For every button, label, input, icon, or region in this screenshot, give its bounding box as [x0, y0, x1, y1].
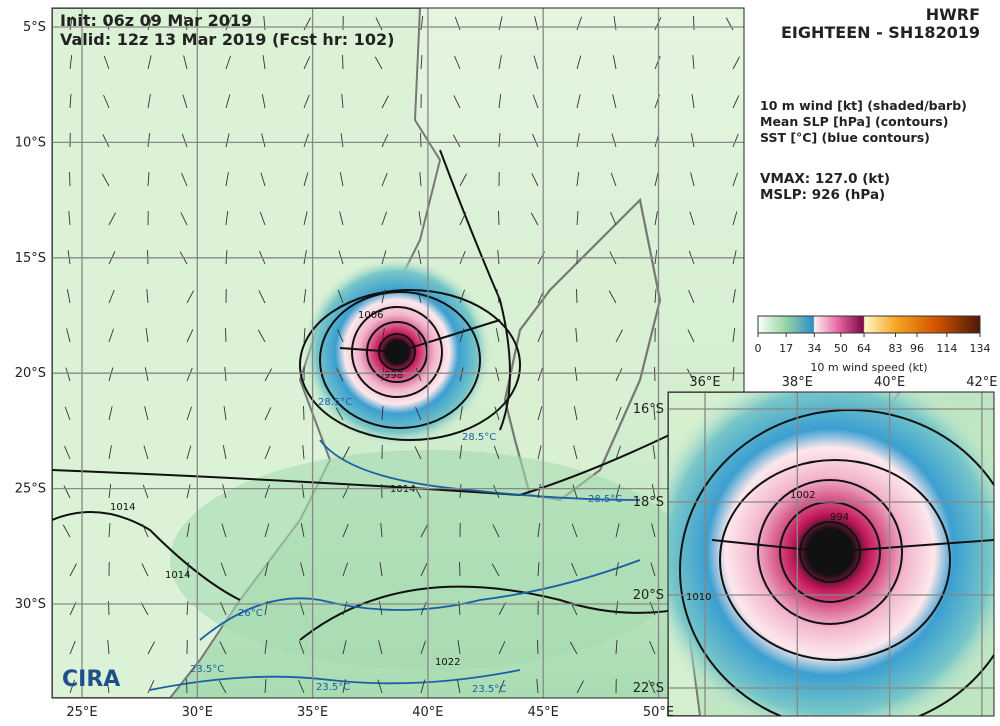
lat-label: 20°S — [15, 366, 46, 381]
lon-label: 30°E — [182, 705, 213, 720]
storm-name: EIGHTEEN - SH182019 — [781, 23, 980, 42]
inset-lon-label: 40°E — [874, 375, 905, 390]
lon-label: 35°E — [297, 705, 328, 720]
sst-label: 23.5°C — [472, 684, 506, 695]
model-name: HWRF — [926, 5, 980, 24]
sst-label: 28.5°C — [462, 432, 496, 443]
colorbar-label: 10 m wind speed (kt) — [810, 361, 927, 374]
contour-label: 994 — [830, 512, 849, 523]
lon-label: 45°E — [528, 705, 559, 720]
sst-label: 28.5°C — [318, 397, 352, 408]
init-time: Init: 06z 09 Mar 2019 — [60, 11, 252, 30]
lat-label: 5°S — [23, 20, 46, 35]
contour-label: 1014 — [110, 502, 135, 513]
colorbar-tick-label: 134 — [970, 342, 991, 355]
inset-map: 1002 994 1010 — [640, 362, 1000, 722]
colorbar-tick-label: 0 — [755, 342, 762, 355]
contour-label: 1006 — [358, 310, 383, 321]
inset-lon-label: 38°E — [782, 375, 813, 390]
colorbar-tick-label: 114 — [936, 342, 957, 355]
legend-line: Mean SLP [hPa] (contours) — [760, 114, 948, 129]
legend-line: SST [°C] (blue contours) — [760, 130, 930, 145]
colorbar-tick-label: 17 — [779, 342, 793, 355]
legend-line: 10 m wind [kt] (shaded/barb) — [760, 98, 967, 113]
sst-label: 28.5°C — [588, 494, 622, 505]
inset-lat-label: 20°S — [633, 588, 664, 603]
sst-label: 23.5°C — [190, 664, 224, 675]
colorbar-tick-label: 64 — [857, 342, 871, 355]
lat-label: 10°S — [15, 135, 46, 150]
mslp: MSLP: 926 (hPa) — [760, 187, 885, 203]
colorbar — [758, 316, 980, 333]
lon-label: 50°E — [643, 705, 674, 720]
lat-label: 25°S — [15, 482, 46, 497]
sst-label: 26°C — [238, 608, 263, 619]
contour-label: 1022 — [435, 657, 460, 668]
inset-lat-label: 16°S — [633, 402, 664, 417]
sst-label: 23.5°C — [316, 682, 350, 693]
colorbar-tick-label: 34 — [807, 342, 821, 355]
lon-label: 40°E — [412, 705, 443, 720]
lat-label: 15°S — [15, 251, 46, 266]
contour-label: 1014 — [165, 570, 190, 581]
contour-label: 998 — [384, 370, 403, 381]
colorbar-tick-label: 50 — [834, 342, 848, 355]
lat-label: 30°S — [15, 597, 46, 612]
contour-label: 1010 — [686, 592, 711, 603]
lon-label: 25°E — [66, 705, 97, 720]
inset-lon-label: 36°E — [689, 375, 720, 390]
inset-lat-label: 22°S — [633, 681, 664, 696]
colorbar-tick-label: 83 — [889, 342, 903, 355]
valid-time: Valid: 12z 13 Mar 2019 (Fcst hr: 102) — [60, 30, 394, 49]
contour-label: 1002 — [790, 490, 815, 501]
colorbar-tick-label: 96 — [910, 342, 924, 355]
logo: CIRA — [62, 667, 120, 692]
inset-lon-label: 42°E — [966, 375, 997, 390]
vmax: VMAX: 127.0 (kt) — [760, 171, 890, 187]
inset-lat-label: 18°S — [633, 495, 664, 510]
contour-label: 1014 — [390, 484, 415, 495]
